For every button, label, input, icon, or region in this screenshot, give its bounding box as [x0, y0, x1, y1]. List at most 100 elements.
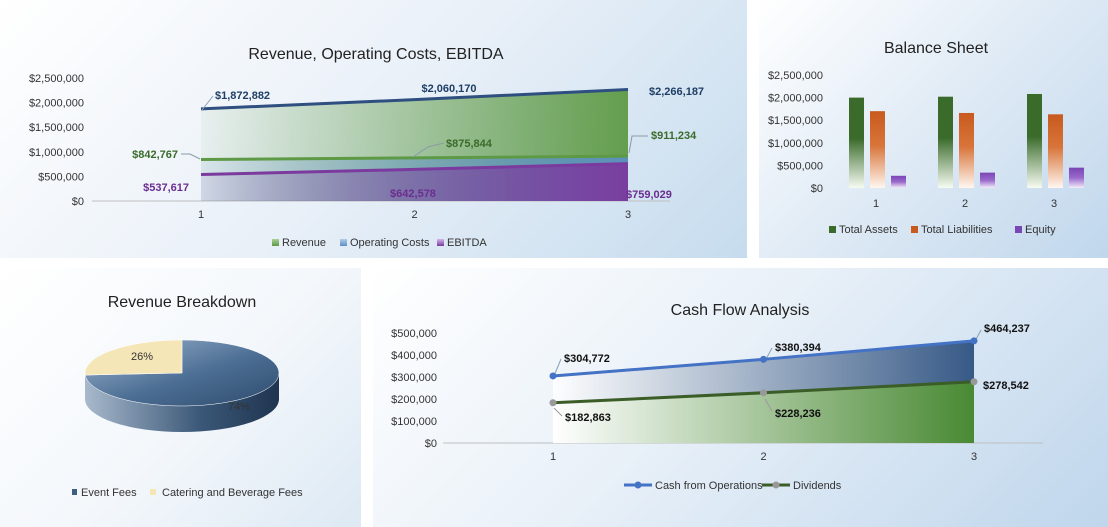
legend-swatch — [911, 226, 918, 233]
leader-line — [181, 153, 201, 160]
dividends-marker — [970, 378, 978, 386]
total-assets-bar — [1027, 93, 1042, 188]
x-tick-label: 1 — [873, 198, 879, 210]
y-tick-label: $2,500,000 — [768, 70, 823, 82]
legend-swatch — [829, 226, 836, 233]
data-label: $380,394 — [775, 342, 822, 354]
y-tick-label: $1,500,000 — [768, 115, 823, 127]
leader-line — [553, 358, 562, 377]
total-liabilities-bar — [959, 112, 974, 188]
y-tick-label: $2,500,000 — [29, 73, 84, 85]
revenue-breakdown-chart: Revenue Breakdown 74% 26% Event Fees Cater… — [72, 294, 303, 499]
y-tick-label: $500,000 — [777, 160, 823, 172]
leader-line — [201, 95, 214, 111]
legend-swatch — [340, 239, 347, 246]
legend-label: Total Liabilities — [921, 224, 993, 236]
legend-label: Catering and Beverage Fees — [162, 487, 303, 499]
data-label: $642,578 — [390, 188, 436, 200]
x-tick-label: 3 — [971, 451, 977, 463]
data-label: $2,266,187 — [649, 86, 704, 98]
pie-label: 26% — [131, 351, 153, 363]
y-tick-label: $200,000 — [391, 394, 437, 406]
legend-label: EBITDA — [447, 237, 487, 249]
revenue-costs-ebitda-chart: Revenue, Operating Costs, EBITDA $0 $500,… — [29, 46, 704, 249]
equity-bar — [980, 172, 995, 188]
x-tick-label: 3 — [1051, 198, 1057, 210]
x-tick-label: 2 — [760, 451, 766, 463]
ebitda-line — [200, 162, 629, 177]
legend-swatch — [1015, 226, 1022, 233]
y-tick-label: $300,000 — [391, 372, 437, 384]
leader-line — [412, 142, 445, 158]
total-assets-bar — [938, 96, 953, 188]
chart-title: Balance Sheet — [884, 40, 989, 57]
y-tick-label: $500,000 — [391, 328, 437, 340]
chart-title: Cash Flow Analysis — [671, 302, 810, 319]
y-tick-label: $2,000,000 — [768, 93, 823, 105]
y-tick-label: $0 — [425, 438, 437, 450]
chart-title: Revenue, Operating Costs, EBITDA — [248, 46, 504, 63]
legend-marker — [634, 481, 642, 489]
cash-operations-marker — [970, 337, 978, 345]
chart-title: Revenue Breakdown — [108, 294, 257, 311]
y-tick-label: $400,000 — [391, 350, 437, 362]
legend-swatch — [150, 489, 156, 495]
y-tick-label: $500,000 — [38, 171, 84, 183]
data-label: $2,060,170 — [421, 83, 476, 95]
legend-swatch — [437, 239, 444, 246]
equity-bar — [1069, 167, 1084, 188]
operating-costs-line — [200, 154, 629, 162]
total-assets-bar — [849, 97, 864, 188]
pie-slice-catering — [84, 339, 183, 376]
data-label: $182,863 — [565, 412, 611, 424]
legend-label: Cash from Operations — [655, 480, 763, 492]
legend-swatch — [272, 239, 279, 246]
data-label: $875,844 — [446, 138, 493, 150]
dividends-marker — [549, 399, 557, 407]
data-label: $911,234 — [651, 130, 697, 142]
data-label: $278,542 — [983, 380, 1029, 392]
x-tick-label: 3 — [625, 209, 631, 221]
leader-line — [553, 407, 563, 417]
legend-label: Dividends — [793, 480, 842, 492]
legend-label: Revenue — [282, 237, 326, 249]
cash-flow-panel: Cash Flow Analysis $0 $100,000 $200,000 $30… — [373, 268, 1108, 527]
y-tick-label: $0 — [811, 183, 823, 195]
total-liabilities-bar — [1048, 114, 1063, 188]
legend-marker — [772, 481, 780, 489]
balance-sheet-panel: Balance Sheet $0 $500,000 $1,000,000 $1,500… — [759, 0, 1108, 258]
data-label: $228,236 — [775, 408, 821, 420]
revenue-line — [200, 88, 629, 111]
data-label: $464,237 — [984, 323, 1030, 335]
legend-label: Total Assets — [839, 224, 898, 236]
x-tick-label: 1 — [550, 451, 556, 463]
legend-label: Equity — [1025, 224, 1056, 236]
data-label: $842,767 — [132, 149, 178, 161]
data-label: $304,772 — [564, 353, 610, 365]
dividends-area — [553, 381, 974, 443]
cash-flow-chart: Cash Flow Analysis $0 $100,000 $200,000 $30… — [391, 302, 1043, 492]
cash-operations-marker — [549, 372, 557, 380]
x-tick-label: 1 — [198, 209, 204, 221]
leader-line — [764, 398, 773, 412]
dividends-marker — [760, 389, 767, 397]
y-tick-label: $0 — [72, 196, 84, 208]
x-tick-label: 2 — [962, 198, 968, 210]
y-tick-label: $100,000 — [391, 416, 437, 428]
balance-sheet-chart: Balance Sheet $0 $500,000 $1,000,000 $1,500… — [768, 40, 1084, 236]
x-tick-label: 2 — [411, 209, 417, 221]
revenue-costs-ebitda-panel: Revenue, Operating Costs, EBITDA $0 $500,… — [0, 0, 747, 258]
legend-label: Event Fees — [81, 487, 137, 499]
leader-line — [628, 135, 648, 154]
legend-label: Operating Costs — [350, 237, 430, 249]
total-liabilities-bar — [870, 111, 885, 188]
y-tick-label: $1,000,000 — [768, 138, 823, 150]
cash-operations-marker — [760, 355, 767, 363]
y-tick-label: $1,500,000 — [29, 122, 84, 134]
y-tick-label: $2,000,000 — [29, 98, 84, 110]
pie-label: 74% — [228, 401, 250, 413]
y-tick-label: $1,000,000 — [29, 147, 84, 159]
revenue-breakdown-panel: Revenue Breakdown 74% 26% Event Fees Cater… — [0, 268, 361, 527]
equity-bar — [891, 175, 906, 188]
data-label: $1,872,882 — [215, 90, 270, 102]
